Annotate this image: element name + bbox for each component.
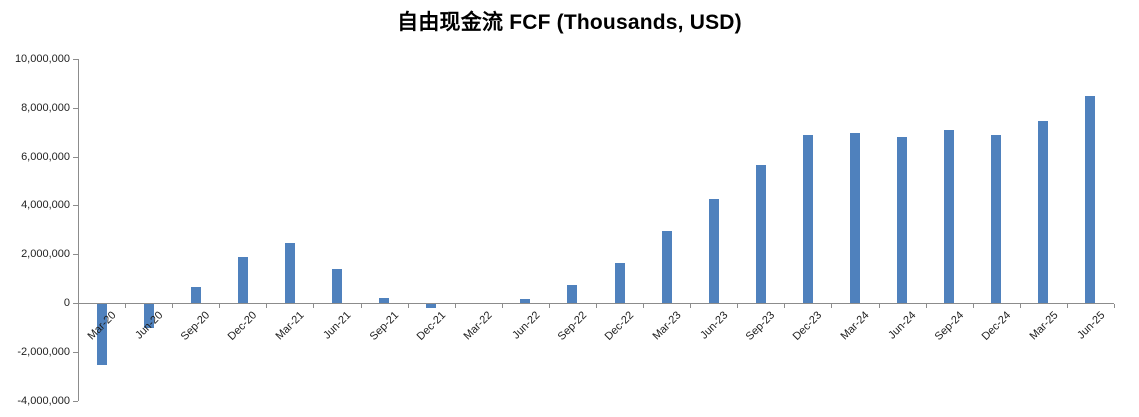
y-tick (73, 107, 78, 109)
bar (850, 133, 860, 303)
x-tick (596, 304, 597, 308)
x-tick (643, 304, 645, 308)
x-tick-label: Mar-25 (1027, 309, 1061, 343)
x-tick-label: Mar-24 (838, 309, 872, 343)
x-tick (878, 304, 880, 308)
x-tick-label: Jun-20 (133, 309, 166, 342)
chart-title: 自由现金流 FCF (Thousands, USD) (397, 11, 742, 34)
x-axis-line (78, 303, 1114, 304)
bar (1038, 121, 1049, 303)
y-tick-label: 2,000,000 (21, 248, 70, 261)
bar (143, 304, 154, 329)
x-tick-label: Sep-20 (178, 309, 213, 343)
bar (520, 298, 531, 303)
x-tick-label: Sep-23 (744, 309, 778, 343)
x-tick-label: Dec-20 (226, 309, 260, 343)
x-tick (925, 304, 927, 308)
y-tick (73, 351, 78, 353)
x-tick-label: Dec-23 (791, 309, 825, 343)
x-tick-label: Jun-24 (886, 309, 919, 342)
x-tick-label: Jun-22 (509, 309, 543, 342)
bar (567, 284, 578, 303)
x-tick-label: Dec-22 (602, 309, 637, 343)
x-tick (690, 304, 692, 308)
bar (1085, 96, 1096, 303)
x-tick (266, 304, 268, 308)
x-tick (360, 304, 362, 308)
x-tick (1066, 304, 1068, 308)
bar (284, 243, 295, 303)
x-tick (219, 304, 221, 308)
bar (190, 287, 201, 303)
x-tick (548, 304, 550, 308)
y-tick-label: -4,000,000 (17, 394, 70, 407)
y-tick-label: 6,000,000 (21, 150, 70, 163)
x-tick (78, 304, 79, 308)
x-tick-label: Mar-22 (461, 309, 496, 343)
x-tick (831, 304, 833, 308)
bar (661, 231, 672, 303)
y-tick (73, 303, 78, 304)
x-tick-label: Dec-24 (979, 309, 1014, 343)
bar (944, 129, 955, 303)
y-axis-line (78, 59, 79, 401)
x-tick-label: Mar-23 (650, 309, 684, 343)
y-tick-label: -2,000,000 (17, 345, 70, 358)
x-tick-label: Mar-21 (273, 309, 307, 343)
x-tick-label: Sep-21 (367, 309, 401, 343)
x-tick-label: Jun-21 (321, 309, 354, 342)
y-tick-label: 4,000,000 (21, 199, 70, 212)
bar (802, 134, 813, 303)
x-tick (125, 304, 127, 308)
bar (332, 268, 342, 303)
bar (614, 262, 625, 303)
x-tick (407, 304, 409, 308)
bar (708, 199, 719, 303)
y-tick-label: 8,000,000 (21, 101, 70, 114)
x-tick (1019, 304, 1021, 308)
y-tick (73, 205, 78, 207)
x-tick-label: Sep-24 (932, 309, 966, 343)
bar (897, 137, 908, 303)
y-tick (73, 156, 78, 158)
x-tick (972, 304, 974, 308)
bar (96, 304, 107, 365)
x-tick (501, 304, 503, 308)
y-tick (73, 400, 78, 402)
bar (755, 165, 766, 303)
x-tick (454, 304, 456, 308)
x-tick (313, 304, 315, 308)
x-tick-label: Sep-22 (555, 309, 590, 343)
bar (379, 298, 390, 303)
y-tick-label: 0 (63, 297, 70, 309)
bar (426, 304, 437, 308)
x-tick (784, 304, 786, 308)
bar (991, 134, 1002, 303)
y-tick-label: 10,000,000 (14, 53, 70, 65)
y-tick (73, 59, 78, 60)
x-tick (172, 304, 174, 308)
x-tick (1114, 304, 1115, 308)
y-tick (73, 254, 78, 256)
x-tick-label: Jun-25 (1074, 309, 1108, 342)
x-tick-label: Dec-21 (414, 309, 448, 343)
bar (237, 256, 248, 303)
x-tick-label: Jun-23 (698, 309, 731, 342)
x-tick (737, 304, 739, 308)
